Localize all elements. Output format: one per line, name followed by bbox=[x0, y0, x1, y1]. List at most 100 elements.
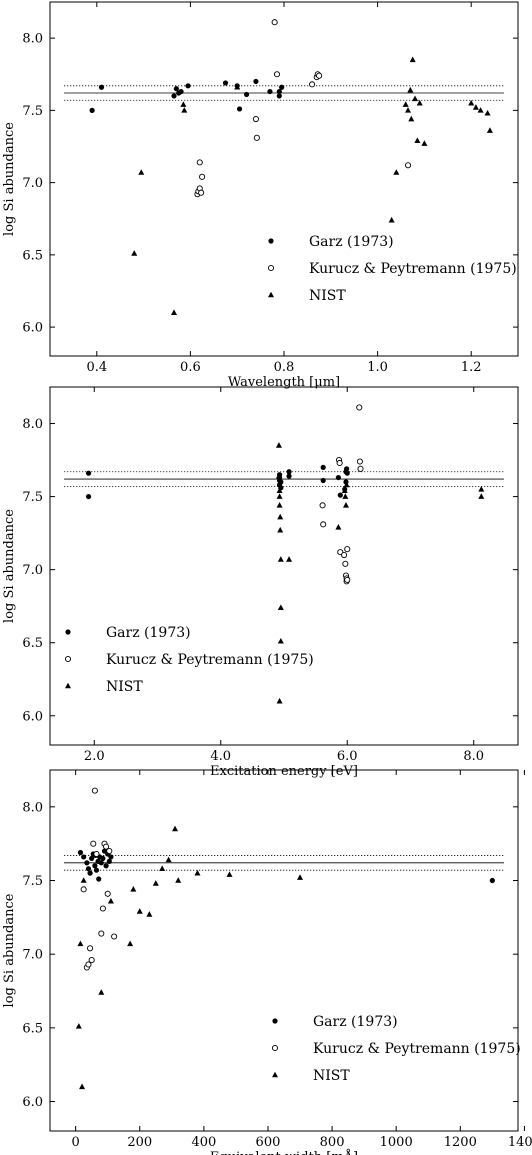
legend-label: Garz (1973) bbox=[313, 1014, 398, 1030]
data-point bbox=[335, 474, 341, 481]
data-point bbox=[468, 99, 475, 106]
data-point bbox=[342, 560, 349, 567]
y-tick-label: 7.0 bbox=[22, 563, 43, 578]
x-tick-label: 0.6 bbox=[180, 360, 201, 375]
data-point bbox=[130, 886, 137, 892]
data-point bbox=[93, 850, 100, 858]
data-point bbox=[489, 877, 495, 884]
y-tick-label: 8.0 bbox=[22, 417, 43, 432]
data-point bbox=[286, 473, 292, 479]
data-point bbox=[388, 216, 395, 223]
y-tick-label: 8.0 bbox=[22, 32, 43, 47]
data-point bbox=[198, 189, 205, 196]
legend-marker bbox=[65, 629, 71, 635]
data-point bbox=[393, 169, 400, 175]
data-point bbox=[138, 169, 145, 175]
data-point bbox=[92, 863, 98, 869]
data-point bbox=[173, 86, 179, 92]
data-point bbox=[356, 458, 363, 465]
data-point bbox=[80, 877, 87, 883]
data-point bbox=[407, 86, 414, 93]
data-point bbox=[106, 847, 113, 855]
data-point bbox=[222, 80, 229, 86]
data-point bbox=[226, 871, 233, 877]
legend: Garz (1973) Kurucz & Peytremann (1975) NIS… bbox=[64, 625, 314, 695]
plot-frame bbox=[49, 386, 519, 746]
x-tick-label: 0.8 bbox=[274, 360, 295, 375]
data-point bbox=[286, 469, 292, 475]
data-point bbox=[277, 526, 284, 533]
data-point bbox=[108, 854, 114, 860]
data-point bbox=[77, 849, 84, 856]
data-point bbox=[297, 874, 304, 880]
data-point bbox=[486, 127, 493, 133]
data-point bbox=[89, 107, 95, 113]
data-point bbox=[152, 880, 159, 886]
data-point bbox=[344, 576, 351, 583]
data-point bbox=[171, 93, 177, 99]
data-point bbox=[236, 106, 243, 112]
data-point bbox=[320, 464, 326, 470]
data-point bbox=[276, 487, 283, 494]
data-point bbox=[89, 855, 95, 862]
data-point bbox=[478, 493, 485, 499]
panel-1: 0.4 0.6 0.8 1.0 1.2 6.0 6.5 7.0 7.5 8.0 Wavelength… bbox=[2, 1, 519, 390]
data-point bbox=[412, 95, 419, 102]
data-point bbox=[402, 101, 409, 107]
data-point bbox=[316, 72, 323, 79]
data-point bbox=[252, 115, 259, 123]
data-point bbox=[416, 99, 423, 106]
data-point bbox=[185, 83, 191, 89]
data-point bbox=[267, 88, 273, 95]
data-point bbox=[484, 109, 491, 116]
data-point bbox=[107, 897, 114, 904]
data-point bbox=[98, 989, 105, 995]
data-point bbox=[172, 825, 179, 832]
data-point bbox=[414, 137, 421, 144]
data-point bbox=[103, 843, 110, 850]
y-tick-label: 6.5 bbox=[22, 636, 43, 651]
x-tick-label: 400 bbox=[191, 1135, 216, 1150]
data-point bbox=[276, 493, 283, 499]
data-point bbox=[276, 502, 283, 508]
data-point bbox=[165, 856, 172, 863]
legend: Garz (1973) Kurucz & Peytremann (1975) NIS… bbox=[271, 1014, 521, 1084]
data-point bbox=[87, 870, 93, 876]
data-point bbox=[171, 309, 178, 315]
data-point bbox=[276, 88, 282, 95]
data-point bbox=[80, 886, 87, 893]
legend: Garz (1973) Kurucz & Peytremann (1975) NIS… bbox=[267, 234, 517, 304]
data-point bbox=[277, 604, 284, 610]
data-point bbox=[320, 477, 326, 484]
data-point bbox=[98, 860, 104, 866]
x-tick-label: 0.4 bbox=[86, 360, 107, 375]
data-point bbox=[421, 140, 428, 146]
x-tick-label: 600 bbox=[256, 1135, 281, 1150]
x-tick-label: 1000 bbox=[380, 1135, 413, 1150]
data-point bbox=[106, 858, 112, 864]
plot-frame bbox=[49, 1, 519, 357]
data-point bbox=[341, 551, 348, 559]
x-tick-label: 8.0 bbox=[463, 749, 484, 764]
data-point bbox=[279, 84, 285, 90]
data-point bbox=[234, 83, 241, 90]
plot-frame bbox=[49, 769, 519, 1132]
y-tick-label: 6.5 bbox=[22, 248, 43, 263]
data-point bbox=[408, 115, 415, 122]
x-tick-label: 2.0 bbox=[84, 749, 105, 764]
data-point bbox=[199, 173, 206, 180]
data-point bbox=[175, 877, 182, 883]
data-point bbox=[90, 840, 97, 847]
data-point bbox=[100, 855, 106, 862]
data-point bbox=[405, 107, 412, 113]
data-point bbox=[342, 493, 349, 499]
data-point bbox=[84, 860, 90, 866]
data-point bbox=[98, 84, 105, 90]
data-point bbox=[103, 863, 109, 869]
legend-label: Kurucz & Peytremann (1975) bbox=[313, 1041, 521, 1057]
data-point bbox=[271, 19, 278, 26]
y-axis-label: log Si abundance bbox=[2, 509, 17, 623]
data-point bbox=[276, 697, 283, 704]
data-point bbox=[342, 502, 349, 508]
data-point bbox=[309, 81, 316, 88]
